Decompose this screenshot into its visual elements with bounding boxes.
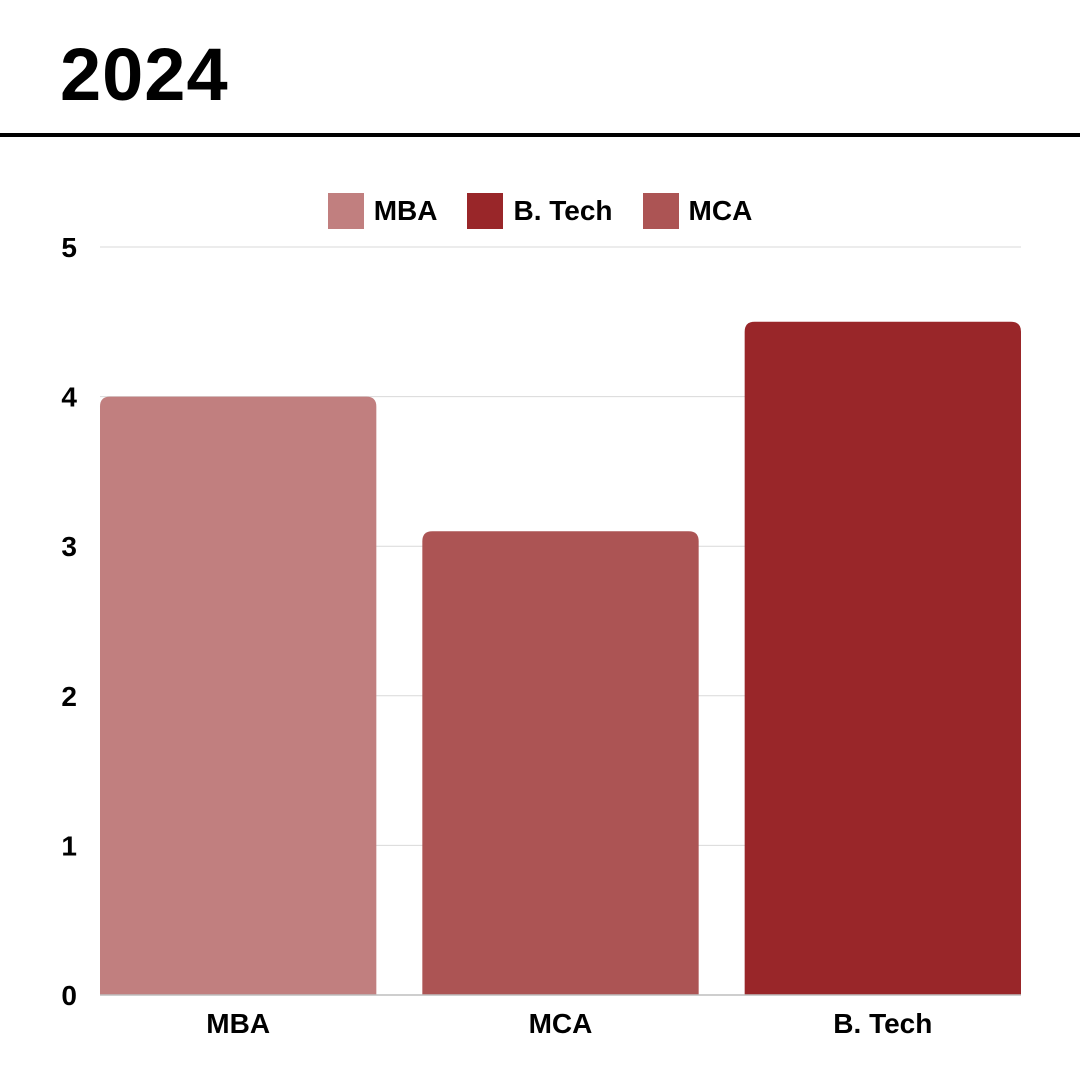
y-tick-label-0: 0	[61, 980, 77, 1011]
bar-mca	[422, 531, 699, 995]
page-title: 2024	[60, 33, 229, 116]
legend-swatch-btech	[467, 193, 504, 229]
legend-item-mba: MBA	[327, 193, 438, 229]
y-tick-labels: 0 1 2 3 4 5	[61, 232, 77, 1011]
bar-mba	[100, 396, 377, 996]
y-tick-label-5: 5	[61, 232, 77, 263]
legend-swatch-mca	[642, 193, 679, 229]
bars	[100, 321, 1021, 996]
title-divider	[0, 133, 1080, 137]
bar-b-tech	[744, 321, 1021, 995]
legend-label-btech: B. Tech	[513, 195, 613, 226]
y-tick-label-2: 2	[61, 681, 77, 712]
x-tick-labels: MBA MCA B. Tech	[206, 1008, 932, 1039]
legend-item-btech: B. Tech	[467, 193, 613, 229]
y-tick-label-4: 4	[61, 382, 77, 413]
chart-legend: MBA B. Tech MCA	[0, 192, 1080, 230]
x-tick-label-b-tech: B. Tech	[833, 1008, 932, 1039]
x-tick-label-mca: MCA	[529, 1008, 593, 1039]
legend-item-mca: MCA	[642, 193, 753, 229]
y-tick-label-3: 3	[61, 531, 77, 562]
x-tick-label-mba: MBA	[206, 1008, 270, 1039]
legend-swatch-mba	[327, 193, 364, 229]
legend-label-mba: MBA	[373, 195, 438, 226]
y-tick-label-1: 1	[61, 830, 77, 861]
legend-label-mca: MCA	[688, 195, 753, 226]
